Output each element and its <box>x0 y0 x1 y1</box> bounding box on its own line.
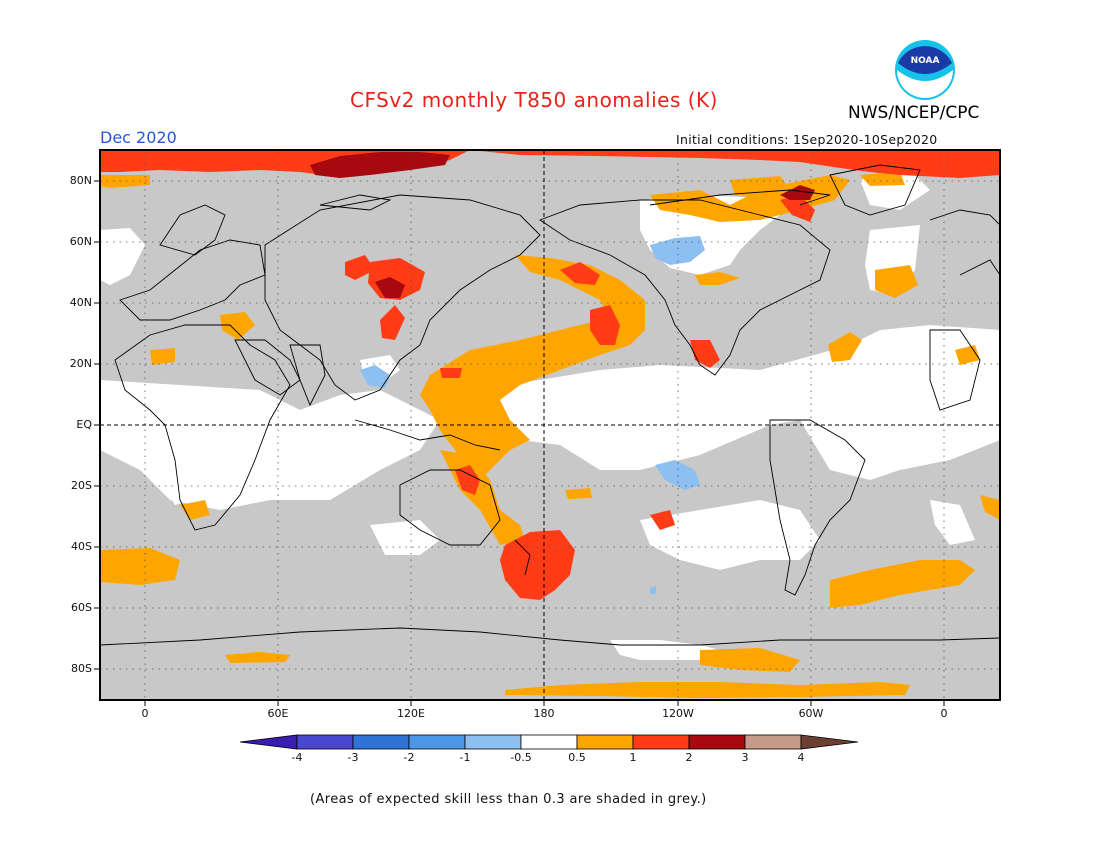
lat-label-60s: 60S <box>71 601 92 614</box>
anomaly-0p5-1-regions <box>100 172 1000 698</box>
colorbar-label-3: 3 <box>741 751 749 764</box>
lat-label-eq: EQ <box>76 418 92 431</box>
colorbar-label-minus-1: -1 <box>459 751 471 764</box>
colorbar-label-0p5: 0.5 <box>568 751 586 764</box>
equator-and-dateline <box>100 150 1000 700</box>
lon-label-0-east: 0 <box>940 707 948 720</box>
initial-conditions-label: Initial conditions: 1Sep2020-10Sep2020 <box>676 132 938 147</box>
colorbar-swatch-6 <box>576 734 634 750</box>
lon-label-120w: 120W <box>662 707 694 720</box>
lat-label-40s: 40S <box>71 540 92 553</box>
anomaly-negative-regions <box>360 236 705 594</box>
colorbar-label-1: 1 <box>629 751 637 764</box>
colorbar-swatch-4 <box>464 734 522 750</box>
lat-label-20n: 20N <box>69 357 92 370</box>
lon-label-60w: 60W <box>798 707 824 720</box>
colorbar-swatch-7 <box>632 734 690 750</box>
colorbar-label-2: 2 <box>685 751 693 764</box>
lon-label-0: 0 <box>141 707 149 720</box>
axis-ticks <box>94 180 945 706</box>
colorbar-label-minus-2: -2 <box>403 751 415 764</box>
organization-label: NWS/NCEP/CPC <box>848 103 980 123</box>
colorbar-swatch-3 <box>408 734 466 750</box>
lon-label-120e: 120E <box>397 707 425 720</box>
colorbar-label-4: 4 <box>797 751 805 764</box>
colorbar-label-minus-3: -3 <box>347 751 359 764</box>
colorbar-label-minus-0p5: -0.5 <box>510 751 532 764</box>
colorbar-swatch-1 <box>296 734 354 750</box>
colorbar-swatch-10 <box>800 734 859 750</box>
skill-footnote: (Areas of expected skill less than 0.3 a… <box>310 792 707 807</box>
colorbar-swatch-8 <box>688 734 746 750</box>
graticule <box>100 150 1000 700</box>
lat-label-80n: 80N <box>69 174 92 187</box>
lon-label-180: 180 <box>533 707 555 720</box>
coastlines <box>100 164 1000 646</box>
lon-label-60e: 60E <box>267 707 289 720</box>
lat-label-60n: 60N <box>69 235 92 248</box>
anomaly-1-2-regions <box>100 150 1000 600</box>
colorbar-swatch-5 <box>520 734 578 750</box>
map-title: CFSv2 monthly T850 anomalies (K) <box>350 88 718 112</box>
colorbar-swatch-9 <box>744 734 802 750</box>
lat-label-40n: 40N <box>69 296 92 309</box>
colorbar-swatch-2 <box>352 734 410 750</box>
anomaly-2-3-regions <box>310 152 815 298</box>
colorbar-swatch-0 <box>239 734 298 750</box>
lat-label-80s: 80S <box>71 662 92 675</box>
valid-month-label: Dec 2020 <box>100 128 177 147</box>
colorbar-label-minus-4: -4 <box>291 751 303 764</box>
lat-label-20s: 20S <box>71 479 92 492</box>
